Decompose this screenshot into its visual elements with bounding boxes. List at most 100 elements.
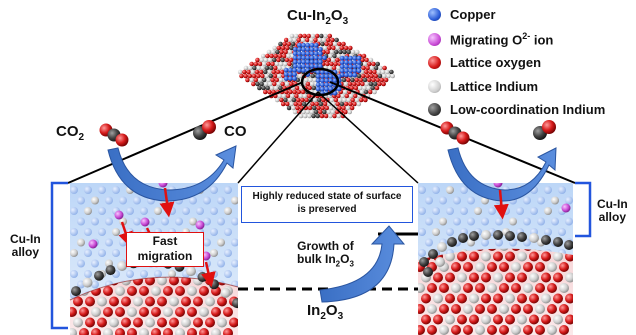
cluster-copper-atom	[313, 55, 319, 61]
bulk-lattice-atom	[457, 272, 467, 283]
cluster-atom	[372, 69, 377, 75]
bulk-lattice-atom	[139, 328, 149, 335]
bulk-in2o3-label: In2O3	[307, 302, 344, 322]
bulk-lattice-atom	[163, 286, 173, 296]
cluster-atom	[274, 97, 280, 103]
cluster-copper-atom	[352, 60, 358, 65]
cluster-atom	[362, 61, 368, 67]
cluster-atom	[260, 53, 266, 59]
migration-arrow	[159, 187, 175, 218]
cluster-copper-atom	[305, 47, 311, 52]
legend-item-migrating-oxygen: Migrating O2- ion	[428, 31, 553, 47]
alloy-lattice-atom	[537, 196, 545, 205]
cluster-atom	[341, 105, 347, 111]
cluster-atom	[296, 37, 302, 43]
cluster-atom	[290, 93, 295, 99]
co-oxygen-atom	[202, 120, 216, 134]
bulk-lattice-atom	[535, 283, 545, 293]
bulk-lattice-atom	[565, 272, 573, 283]
cluster-atom	[361, 73, 366, 79]
cluster-atom	[323, 113, 329, 119]
alloy-lattice-atom	[119, 196, 127, 205]
cluster-atom	[256, 65, 261, 71]
alloy-lattice-atom	[84, 186, 92, 194]
cluster-atom	[304, 37, 310, 43]
cluster-copper-atom	[292, 55, 298, 61]
low-coordination-indium-icon	[428, 103, 441, 116]
low-coordination-indium-atom	[517, 232, 527, 242]
low-coordination-indium-atom	[71, 286, 81, 297]
bulk-lattice-atom	[553, 314, 563, 325]
cluster-atom	[259, 81, 265, 87]
bulk-lattice-atom	[169, 317, 179, 328]
alloy-lattice-atom	[217, 259, 225, 268]
bulk-lattice-atom	[421, 293, 431, 304]
bulk-lattice-atom	[175, 328, 185, 335]
alloy-lattice-atom	[432, 228, 440, 236]
zoom-circle	[300, 67, 340, 97]
alloy-lattice-atom	[446, 207, 454, 215]
cluster-copper-atom	[301, 68, 306, 73]
bulk-lattice-atom	[175, 307, 185, 317]
cluster-copper-atom	[313, 47, 319, 52]
migrating-oxygen-ion	[114, 210, 124, 220]
cluster-atom	[343, 109, 348, 115]
bulk-lattice-atom	[115, 307, 125, 317]
bulk-lattice-atom	[181, 296, 191, 307]
alloy-lattice-atom	[537, 217, 545, 226]
bulk-lattice-atom	[547, 325, 557, 335]
alloy-lattice-atom	[98, 228, 106, 236]
alloy-lattice-atom	[140, 270, 148, 278]
bulk-lattice-atom	[523, 262, 533, 272]
bulk-lattice-atom	[451, 325, 461, 335]
cluster-copper-atom	[305, 51, 311, 56]
cluster-atom	[275, 69, 281, 75]
bulk-lattice-atom	[469, 251, 479, 262]
alloy-lattice-atom	[203, 238, 211, 247]
bulk-lattice-atom	[91, 328, 101, 335]
cluster-copper-atom	[318, 47, 323, 52]
cluster-atom	[335, 57, 340, 63]
bulk-lattice-atom	[445, 272, 455, 283]
cluster-atom	[259, 57, 265, 63]
bulk-lattice-atom	[169, 296, 179, 307]
cluster-atom	[363, 89, 369, 95]
cluster-atom	[268, 73, 274, 79]
cluster-atom	[253, 77, 259, 83]
cluster-atom	[264, 73, 270, 79]
alloy-lattice-atom	[189, 196, 197, 205]
cluster-atom	[350, 49, 356, 55]
alloy-lattice-atom	[474, 207, 482, 215]
cluster-copper-atom	[288, 72, 293, 77]
bulk-lattice-atom	[439, 325, 449, 335]
cluster-copper-atom	[315, 74, 321, 79]
alloy-lattice-atom	[488, 207, 496, 215]
cluster-atom	[284, 81, 290, 87]
cluster-atom	[287, 49, 293, 55]
alloy-lattice-atom	[210, 249, 218, 257]
cluster-atom	[371, 77, 376, 83]
cluster-copper-atom	[313, 63, 319, 69]
low-coordination-indium-atom	[105, 265, 116, 276]
alloy-lattice-atom	[77, 238, 85, 247]
cluster-copper-atom	[352, 72, 358, 78]
bulk-lattice-atom	[559, 304, 569, 314]
bulk-lattice-atom	[175, 286, 185, 296]
cluster-atom	[281, 53, 287, 59]
cluster-copper-atom	[324, 82, 329, 88]
cluster-atom	[382, 65, 387, 71]
cluster-atom	[342, 49, 347, 55]
cluster-copper-atom	[315, 78, 321, 83]
alloy-lattice-atom	[231, 259, 238, 268]
cluster-atom	[315, 113, 321, 119]
cluster-copper-atom	[305, 59, 311, 65]
cluster-atom	[284, 89, 289, 95]
legend-item-lattice-oxygen: Lattice oxygen	[428, 55, 541, 70]
cluster-atom	[255, 57, 260, 63]
cluster-copper-atom	[324, 74, 329, 79]
alloy-lattice-atom	[432, 207, 440, 215]
cluster-atom	[273, 65, 278, 71]
cluster-atom	[362, 85, 367, 91]
alloy-lattice-atom	[544, 186, 552, 194]
cluster-atom	[263, 57, 269, 63]
